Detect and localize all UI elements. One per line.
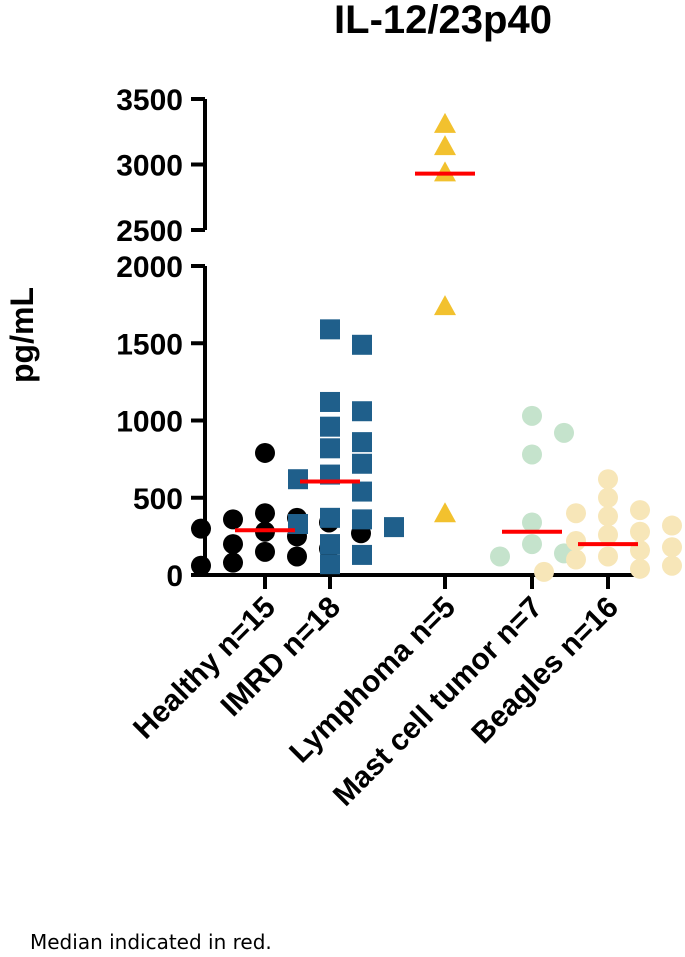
data-point	[566, 503, 586, 524]
median-lines	[235, 171, 638, 547]
data-point	[598, 506, 618, 527]
data-point	[320, 438, 340, 459]
data-point	[191, 555, 211, 576]
data-point	[255, 442, 275, 463]
data-point	[352, 481, 372, 502]
y-tick-label: 1000	[116, 406, 183, 439]
data-point	[434, 295, 456, 316]
data-point	[434, 135, 456, 156]
data-point	[191, 518, 211, 539]
data-point	[255, 503, 275, 524]
y-tick-label: 2500	[116, 215, 183, 248]
data-point	[352, 509, 372, 530]
data-point	[352, 401, 372, 422]
data-point	[320, 391, 340, 412]
data-point	[223, 552, 243, 573]
data-point	[320, 534, 340, 555]
data-point	[662, 537, 682, 558]
data-point	[598, 546, 618, 567]
data-point	[598, 524, 618, 545]
data-point	[662, 555, 682, 576]
data-point	[522, 405, 542, 426]
data-point	[630, 558, 650, 579]
y-tick-label: 2000	[116, 251, 183, 284]
chart-title: IL-12/23p40	[334, 0, 552, 42]
data-point	[320, 507, 340, 528]
data-point	[223, 534, 243, 555]
data-point	[566, 531, 586, 552]
data-point	[223, 509, 243, 530]
data-point	[320, 416, 340, 437]
data-point	[598, 469, 618, 490]
data-point	[434, 161, 456, 182]
y-tick-label: 0	[166, 560, 183, 593]
data-point	[598, 487, 618, 508]
data-point	[630, 521, 650, 542]
data-point	[566, 549, 586, 570]
data-point	[522, 512, 542, 533]
data-point	[352, 453, 372, 474]
data-point	[522, 444, 542, 465]
data-point	[320, 319, 340, 340]
y-tick-label: 3000	[116, 150, 183, 183]
y-tick-label: 3500	[116, 84, 183, 117]
data-point	[288, 469, 308, 490]
data-point	[534, 561, 554, 582]
y-axis-label: pg/mL	[4, 287, 40, 383]
data-point	[630, 500, 650, 521]
data-point	[662, 515, 682, 536]
data-point	[384, 517, 404, 538]
data-point	[490, 546, 510, 567]
y-tick-label: 1500	[116, 328, 183, 361]
data-points	[191, 112, 682, 582]
data-point	[352, 544, 372, 565]
data-point	[434, 112, 456, 133]
data-point	[255, 541, 275, 562]
data-point	[352, 432, 372, 453]
y-tick-label: 500	[133, 483, 183, 516]
data-point	[434, 502, 456, 523]
data-point	[554, 422, 574, 443]
data-point	[522, 534, 542, 555]
data-point	[287, 546, 307, 567]
data-point	[320, 554, 340, 575]
data-point	[352, 334, 372, 355]
caption: Median indicated in red.	[30, 930, 272, 954]
